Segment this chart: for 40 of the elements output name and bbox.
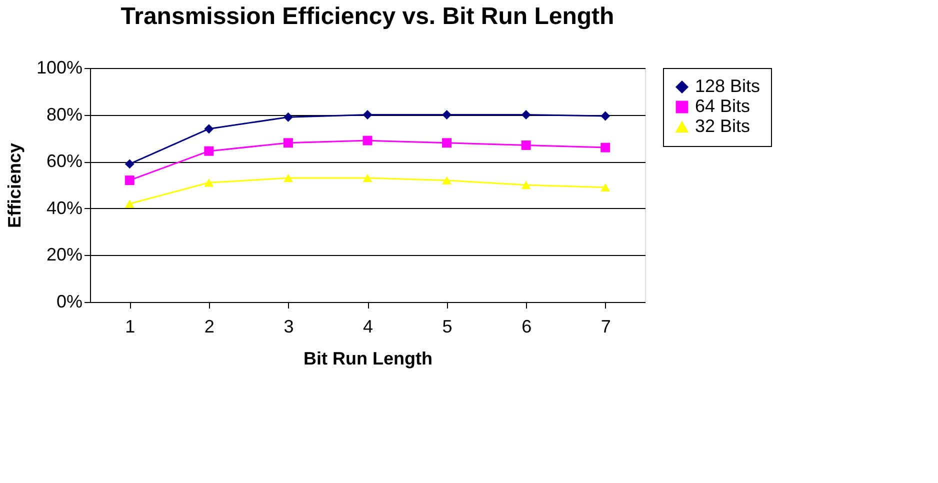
point (521, 140, 531, 150)
point (521, 180, 531, 190)
x-tick-label: 7 (600, 316, 611, 336)
point (204, 124, 214, 134)
point (442, 138, 452, 148)
point (521, 110, 531, 120)
point (362, 174, 372, 182)
y-axis-title: Efficiency (4, 142, 24, 228)
point (124, 159, 134, 169)
x-tick-label: 2 (204, 316, 214, 336)
y-tick-label: 60% (46, 151, 82, 172)
x-tick-label: 5 (442, 316, 452, 336)
legend-label: 64 Bits (695, 96, 750, 116)
point (362, 110, 372, 120)
x-axis-title: Bit Run Length (304, 348, 432, 368)
legend-label: 128 Bits (695, 76, 760, 96)
x-tick-label: 4 (362, 316, 374, 336)
point (204, 178, 214, 187)
point (600, 111, 610, 121)
y-tick-label: 0% (56, 292, 82, 312)
y-tick-label: 40% (46, 198, 82, 218)
point (283, 112, 293, 122)
y-tick-label: 20% (46, 244, 82, 265)
x-tick-label: 3 (284, 316, 294, 336)
point (204, 146, 214, 156)
point (362, 136, 372, 146)
point (283, 174, 293, 182)
legend-label: 32 Bits (695, 116, 750, 136)
chart-title: Transmission Efficiency vs. Bit Run Length (120, 3, 614, 30)
point (442, 110, 452, 120)
point (600, 183, 610, 192)
point (283, 138, 293, 148)
point (124, 200, 134, 208)
x-tick-label: 6 (522, 316, 532, 336)
point (124, 176, 134, 186)
y-tick-label: 80% (46, 104, 82, 124)
point (600, 142, 610, 152)
point (442, 176, 452, 184)
y-tick-label: 100% (36, 58, 82, 78)
x-tick-label: 1 (125, 316, 136, 336)
